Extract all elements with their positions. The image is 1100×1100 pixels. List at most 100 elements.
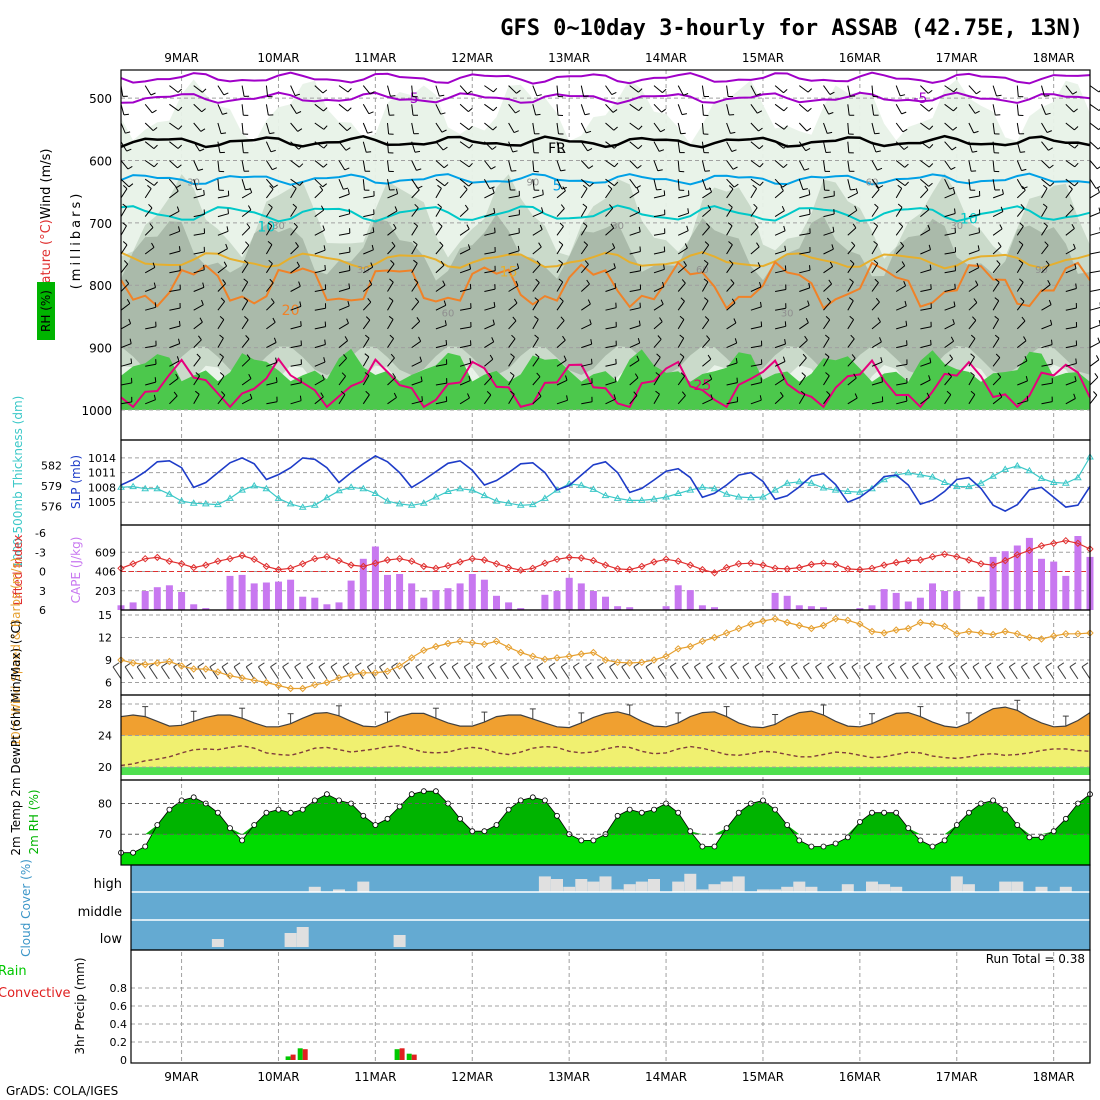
wind-barb (920, 103, 930, 112)
wind-barb-flag (562, 186, 566, 192)
wind-barb-flag (322, 89, 328, 94)
wind-barb (702, 226, 710, 236)
wind-barb (847, 85, 851, 97)
wind-barb (362, 141, 367, 153)
wind-barb (871, 401, 883, 405)
wind-barb-flag (125, 279, 130, 284)
wind-barb-flag (493, 301, 496, 308)
rh-point (166, 806, 173, 813)
wind-barb-flag (248, 373, 252, 379)
wind-speed-point (153, 659, 162, 667)
surface-wind-barb-flag (294, 662, 301, 668)
wind-speed-point (456, 637, 464, 646)
wind-barb-flag (849, 315, 854, 320)
wind-barb (774, 395, 784, 405)
wind-barb-flag (298, 281, 301, 287)
surface-wind-barb-flag (233, 662, 241, 668)
thickness-point (323, 493, 331, 501)
thickness-point (965, 482, 973, 490)
wind-barb (774, 325, 786, 330)
wind-barb (532, 141, 535, 153)
wind-barb-flag (807, 300, 810, 306)
thickness-point (492, 497, 501, 504)
wind-barb-flag (153, 282, 156, 288)
cloud-high-bar (357, 881, 370, 892)
wind-speed-point (940, 622, 949, 631)
thickness-point (831, 486, 840, 493)
wind-barb (896, 382, 908, 386)
time-tick-label-bottom: 9MAR (164, 1070, 199, 1084)
wind-barb-flag (733, 318, 737, 324)
wind-barb (871, 85, 874, 97)
surface-wind-barb (439, 666, 449, 680)
surface-wind-barb (403, 666, 413, 680)
wind-barb (532, 319, 539, 330)
wind-barb-flag (709, 187, 713, 193)
wind-barb (629, 211, 640, 218)
temperature-contour-label: 25 (693, 378, 711, 394)
wind-speed-point (989, 630, 997, 639)
wind-barb (653, 214, 665, 218)
rh-point (917, 837, 924, 844)
wind-barb-flag (541, 207, 544, 213)
wind-barb (895, 285, 906, 292)
wind-barb-flag (999, 224, 1003, 230)
wind-barb (508, 250, 520, 255)
wind-barb (799, 232, 811, 236)
cloud-high-bar (708, 884, 721, 892)
rh-point (1062, 815, 1069, 822)
wind-barb (1065, 345, 1077, 349)
wind-barb (1017, 400, 1029, 405)
wind-barb-flag (703, 297, 709, 302)
wind-barb (605, 141, 615, 149)
wind-barb-flag (976, 90, 981, 95)
wind-barb (435, 85, 440, 97)
wind-barb-flag (734, 338, 738, 344)
surface-wind-barb-flag (573, 662, 580, 668)
wind-barb (677, 179, 680, 191)
wind-barb-flag (663, 264, 665, 270)
lifted-index-point (698, 565, 707, 574)
wind-barb-flag (298, 163, 304, 168)
wind-barb (871, 141, 877, 153)
wind-barb (169, 85, 179, 93)
wind-barb (120, 141, 128, 152)
surface-wind-barb (282, 666, 292, 680)
wind-barb (435, 178, 446, 187)
wind-barb-flag (851, 241, 856, 246)
wind-barb (1041, 284, 1051, 292)
rh-point (772, 806, 778, 813)
wind-barb (580, 206, 588, 217)
wind-barb (629, 231, 641, 236)
wind-barb (968, 302, 978, 311)
cloud-high-bar (781, 886, 794, 892)
cape-bar (432, 590, 440, 610)
pressure-axis-label: (millibars) (69, 191, 84, 290)
wind-barb-flag (728, 185, 734, 190)
time-tick-label-bottom: 16MAR (839, 1070, 881, 1084)
wind-barb (677, 160, 680, 172)
wind-barb-flag (950, 166, 956, 170)
lifted-index-point (1037, 542, 1046, 550)
wind-barb (532, 229, 543, 236)
wind-barb (290, 160, 300, 168)
pressure-tick-label: 700 (89, 217, 112, 231)
wind-barb (726, 225, 733, 236)
wind-barb-flag (196, 353, 201, 358)
wind-barb-flag (656, 353, 661, 358)
rh-point (675, 809, 682, 816)
wind-barb-flag (978, 227, 980, 233)
wind-barb-flag (445, 339, 448, 346)
wind-speed-point (638, 658, 646, 667)
surface-wind-barb-flag (221, 662, 229, 668)
wind-barb (460, 326, 472, 330)
wind-speed-point (359, 669, 368, 677)
wind-barb (338, 251, 350, 255)
wind-barb-flag (321, 374, 325, 380)
cape-bar (238, 574, 246, 610)
rh-point (808, 843, 815, 850)
wind-barb-flag (756, 242, 760, 248)
surface-wind-barb (802, 666, 812, 680)
